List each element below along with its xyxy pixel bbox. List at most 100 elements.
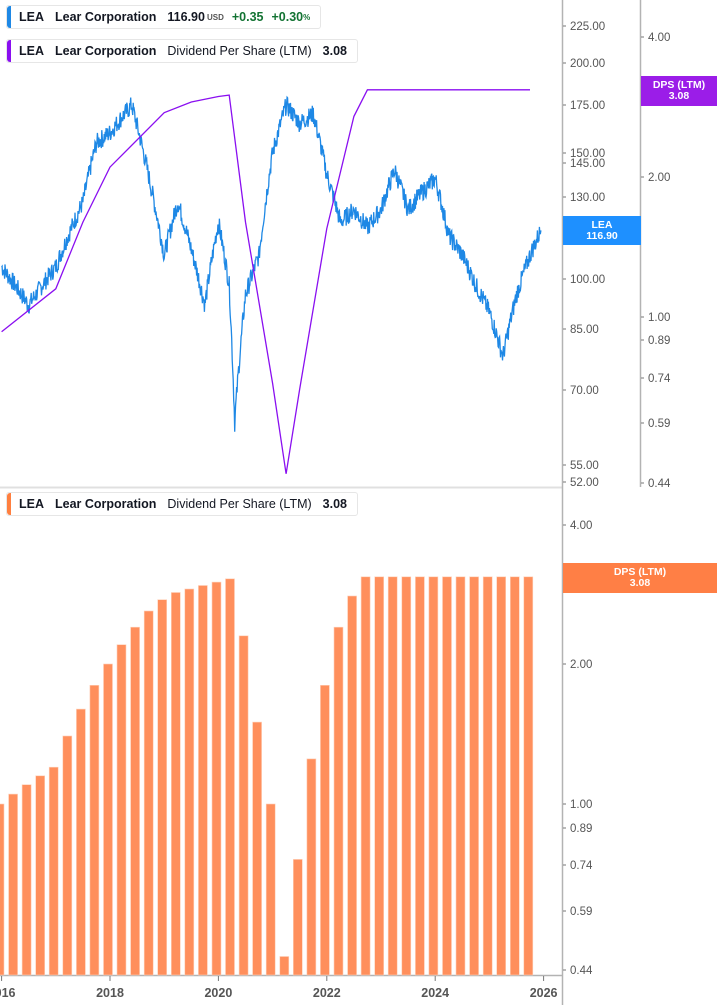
- dps-bar[interactable]: [103, 663, 113, 976]
- tag-value: 116.90: [586, 229, 618, 242]
- dps-bar[interactable]: [89, 684, 100, 976]
- dps-bar[interactable]: [320, 684, 330, 976]
- svg-text:1.00: 1.00: [648, 312, 670, 324]
- tag-value: 3.08: [629, 577, 651, 589]
- company-name: Lear Corporation: [55, 10, 157, 24]
- dps-bar[interactable]: [157, 599, 167, 976]
- svg-text:145.00: 145.00: [570, 158, 605, 170]
- dps-bar[interactable]: [21, 784, 32, 976]
- svg-text:2016: 2016: [0, 986, 16, 1000]
- dps-bar[interactable]: [292, 859, 303, 976]
- price-legend[interactable]: LEA Lear Corporation 116.90 USD +0.35 +0…: [6, 5, 322, 29]
- dps-bar[interactable]: [8, 793, 18, 976]
- svg-text:4.00: 4.00: [648, 32, 670, 44]
- currency: USD: [206, 12, 224, 22]
- svg-text:2022: 2022: [313, 986, 341, 1000]
- svg-text:0.44: 0.44: [648, 478, 671, 490]
- dps-bar[interactable]: [401, 576, 412, 976]
- svg-text:0.44: 0.44: [570, 965, 593, 977]
- dps-bar[interactable]: [62, 735, 73, 976]
- dps-bar[interactable]: [469, 576, 479, 976]
- dps-bar[interactable]: [360, 576, 371, 976]
- tag-label: DPS (LTM): [613, 566, 667, 578]
- svg-text:85.00: 85.00: [570, 324, 599, 336]
- svg-text:200.00: 200.00: [570, 58, 605, 70]
- dps-bar[interactable]: [171, 592, 181, 976]
- dps-bar[interactable]: [184, 588, 195, 976]
- svg-text:70.00: 70.00: [570, 385, 599, 397]
- tag-value: 3.08: [668, 90, 690, 102]
- svg-text:150.00: 150.00: [570, 148, 605, 160]
- dps-bar[interactable]: [306, 758, 317, 976]
- price-line-series: [1, 95, 542, 432]
- svg-text:0.59: 0.59: [648, 418, 670, 430]
- svg-text:55.00: 55.00: [570, 460, 599, 472]
- svg-text:2026: 2026: [530, 986, 558, 1000]
- price-change: +0.35: [231, 10, 264, 24]
- dps-bar[interactable]: [428, 576, 439, 976]
- svg-text:2.00: 2.00: [570, 659, 592, 671]
- dps-bar[interactable]: [279, 956, 290, 976]
- dps-bar[interactable]: [0, 803, 5, 976]
- dps-bar[interactable]: [455, 576, 466, 976]
- dps-bar[interactable]: [211, 581, 222, 976]
- svg-text:4.00: 4.00: [570, 520, 592, 532]
- series-color-swatch: [7, 6, 11, 28]
- svg-text:0.59: 0.59: [570, 906, 592, 918]
- svg-text:2020: 2020: [204, 986, 232, 1000]
- dps-bar[interactable]: [225, 578, 235, 976]
- series-color-swatch: [7, 493, 11, 515]
- svg-text:52.00: 52.00: [570, 477, 599, 489]
- dps-bar[interactable]: [509, 576, 520, 976]
- dps-bar[interactable]: [333, 626, 344, 976]
- dps-bar[interactable]: [238, 635, 249, 976]
- tag-label: LEA: [591, 218, 613, 231]
- price-axis-tag: LEA 116.90: [563, 216, 641, 245]
- price-change-pct: +0.30: [271, 10, 304, 24]
- tag-label: DPS (LTM): [652, 79, 706, 91]
- dps-bar[interactable]: [374, 576, 385, 976]
- dps-bar[interactable]: [198, 585, 208, 976]
- dps-axis-bottom: 4.00 2.00 1.00 0.89 0.74 0.59 0.44: [563, 520, 593, 977]
- svg-text:0.89: 0.89: [648, 335, 670, 347]
- svg-text:2.00: 2.00: [648, 172, 670, 184]
- company-name: Lear Corporation: [55, 497, 157, 511]
- dps-bar-series: [0, 576, 534, 976]
- dps-bar[interactable]: [130, 626, 140, 976]
- dps-bar[interactable]: [496, 576, 507, 976]
- metric-name: Dividend Per Share (LTM): [167, 44, 312, 58]
- metric-value: 3.08: [322, 497, 348, 511]
- dps-bar[interactable]: [523, 576, 534, 976]
- svg-text:2018: 2018: [96, 986, 124, 1000]
- dps-bar[interactable]: [252, 721, 262, 976]
- dps-bar[interactable]: [35, 775, 46, 976]
- dps-line-series: [1, 89, 530, 474]
- dps-bar[interactable]: [442, 576, 452, 976]
- svg-text:130.00: 130.00: [570, 192, 605, 204]
- svg-text:0.74: 0.74: [648, 373, 671, 385]
- svg-text:2024: 2024: [421, 986, 449, 1000]
- metric-value: 3.08: [322, 44, 348, 58]
- dps-bar[interactable]: [143, 610, 154, 976]
- dps-bar[interactable]: [415, 576, 425, 976]
- dps-bar[interactable]: [387, 576, 398, 976]
- series-color-swatch: [7, 40, 11, 62]
- svg-text:100.00: 100.00: [570, 274, 605, 286]
- dps-legend-bottom[interactable]: LEA Lear Corporation Dividend Per Share …: [6, 492, 359, 516]
- dps-axis-tag-top: DPS (LTM) 3.08: [641, 76, 717, 106]
- ticker: LEA: [19, 44, 44, 58]
- dps-bar[interactable]: [116, 644, 127, 976]
- metric-name: Dividend Per Share (LTM): [167, 497, 312, 511]
- dps-bar[interactable]: [482, 576, 493, 976]
- ticker: LEA: [19, 10, 44, 24]
- dps-bar[interactable]: [265, 803, 276, 976]
- dps-bar[interactable]: [48, 766, 59, 976]
- dps-bar[interactable]: [76, 708, 86, 976]
- dps-axis-tag-bottom: DPS (LTM) 3.08: [563, 563, 717, 593]
- dps-bar[interactable]: [347, 595, 357, 976]
- ticker: LEA: [19, 497, 44, 511]
- time-axis: 2016 2018 2020 2022 2024 2026: [0, 976, 558, 1000]
- dps-legend-top[interactable]: LEA Lear Corporation Dividend Per Share …: [6, 39, 359, 63]
- company-name: Lear Corporation: [55, 44, 157, 58]
